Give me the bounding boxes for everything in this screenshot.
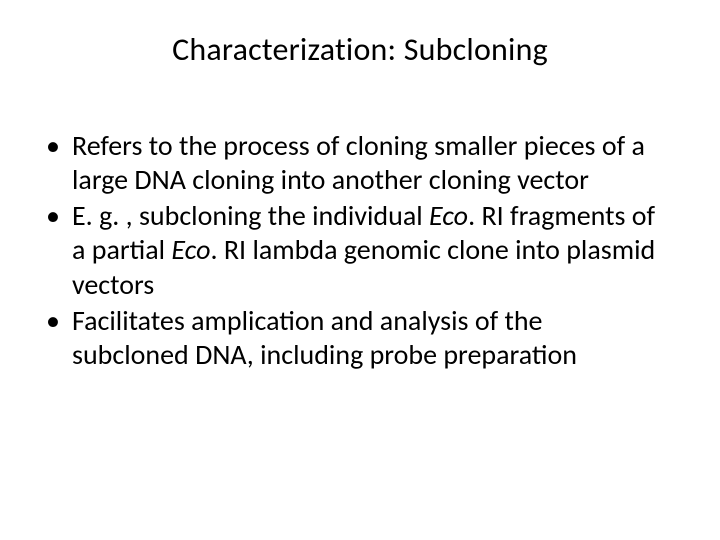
bullet-text: Facilitates amplication and analysis of … (72, 303, 577, 372)
bullet-text: Refers to the process of cloning smaller… (72, 128, 645, 197)
bullet-item: Refers to the process of cloning smaller… (42, 129, 664, 197)
bullet-text: E. g. , subcloning the individual (72, 198, 429, 233)
bullet-item: E. g. , subcloning the individual Eco. R… (42, 199, 664, 301)
bullet-text-italic: Eco (429, 198, 468, 233)
bullet-list: Refers to the process of cloning smaller… (42, 129, 664, 372)
bullet-item: Facilitates amplication and analysis of … (42, 304, 664, 372)
slide-body: Refers to the process of cloning smaller… (36, 129, 684, 372)
slide: Characterization: Subcloning Refers to t… (0, 0, 720, 540)
bullet-text-italic: Eco (171, 232, 210, 267)
slide-title: Characterization: Subcloning (36, 30, 684, 69)
